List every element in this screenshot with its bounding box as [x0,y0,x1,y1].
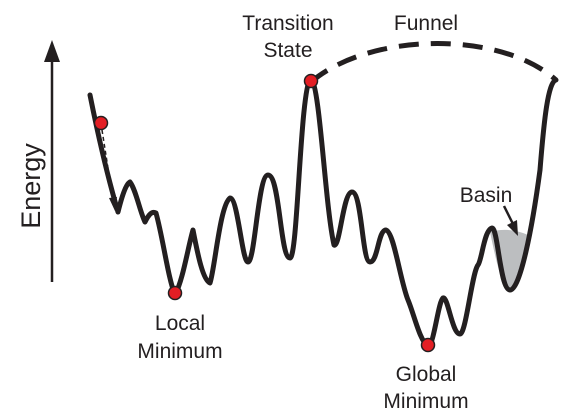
descent-arrow-head [109,197,117,211]
energy-axis-arrowhead [44,40,60,62]
energy-landscape-curve [87,75,559,349]
basin-label: Basin [460,184,513,207]
funnel-label: Funnel [394,12,458,35]
local-minimum-label-line1: Local [155,312,205,335]
global-minimum-label-line2: Minimum [383,390,468,413]
transition-state-marker [303,73,319,89]
global-minimum-label-line1: Global [396,363,457,386]
basin-pointer-head [507,220,518,236]
basin-pointer-line [502,205,515,225]
transition-state-label-line2: State [263,39,312,62]
descent-arrow [101,129,117,211]
transition-state-label-line1: Transition [242,12,333,35]
starting-point-marker [93,115,109,131]
basin-pointer-arrow [502,205,518,236]
funnel-dashed-arc [309,41,558,84]
local-minimum-marker [167,285,183,301]
global-minimum-marker [420,337,436,353]
energy-axis: Energy [16,40,60,282]
energy-axis-label: Energy [16,143,46,229]
state-markers [93,73,436,353]
diagram-labels: Transition State Funnel Basin Local Mini… [137,12,512,413]
local-minimum-label-line2: Minimum [137,340,222,363]
descent-arrow-line [101,129,114,201]
